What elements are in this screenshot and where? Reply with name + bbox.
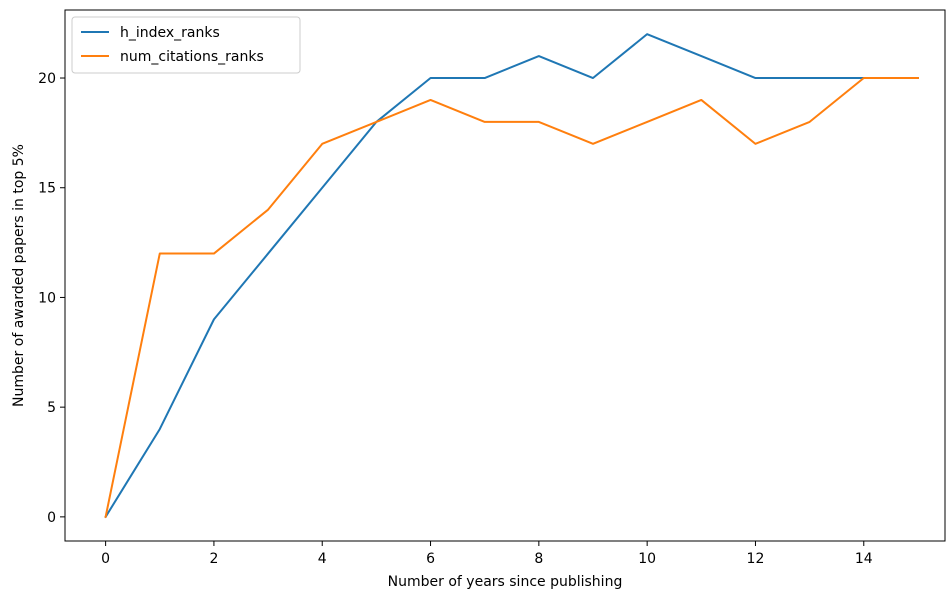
x-tick-label: 10	[638, 551, 656, 567]
legend-box	[71, 16, 301, 74]
x-tick-label: 14	[855, 551, 873, 567]
x-tick-label: 2	[209, 551, 218, 567]
x-tick-label: 12	[747, 551, 765, 567]
x-axis-label: Number of years since publishing	[388, 574, 623, 590]
x-tick-label: 0	[101, 551, 110, 567]
series-line-h_index_ranks	[104, 33, 919, 519]
axes-frame	[64, 9, 946, 542]
y-axis-label: Number of awarded papers in top 5%	[11, 144, 27, 407]
legend-label: num_citations_ranks	[120, 49, 264, 65]
x-tick-label: 8	[534, 551, 543, 567]
y-tick-label: 0	[47, 510, 56, 526]
series-lines	[104, 33, 919, 519]
series-line-num_citations_ranks	[104, 77, 919, 519]
x-axis-ticks: 0 2 4 6 8 10 12 14	[101, 541, 873, 567]
y-tick-label: 20	[38, 71, 56, 87]
y-tick-label: 10	[38, 290, 56, 306]
y-axis-ticks: 0 5 10 15 20	[38, 71, 65, 526]
legend: h_index_ranks num_citations_ranks	[71, 16, 301, 74]
x-tick-label: 4	[318, 551, 327, 567]
y-tick-label: 5	[47, 400, 56, 416]
legend-label: h_index_ranks	[120, 25, 220, 41]
y-tick-label: 15	[38, 181, 56, 197]
x-tick-label: 6	[426, 551, 435, 567]
